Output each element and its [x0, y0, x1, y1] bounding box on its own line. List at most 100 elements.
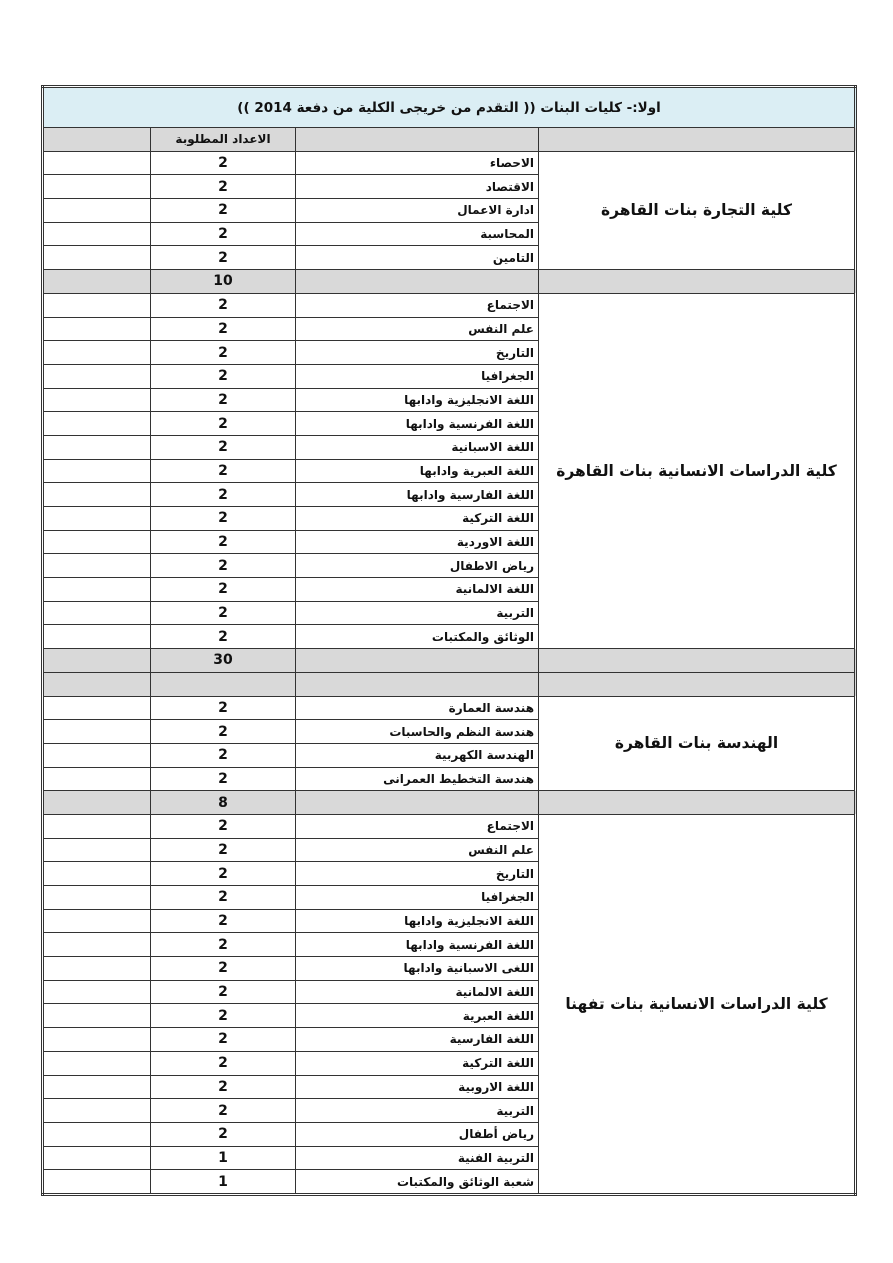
- required-count: 2: [150, 316, 297, 342]
- total-college-cell: [538, 790, 857, 815]
- table-row: هندسة التخطيط العمرانى 2: [41, 766, 856, 792]
- required-count: 2: [150, 600, 297, 626]
- total-college-cell: [538, 671, 857, 697]
- required-count: 2: [150, 434, 297, 460]
- department-name: شعبة الوثائق والمكتبات: [295, 1169, 540, 1195]
- required-count: 2: [150, 577, 297, 602]
- blank-cell: [41, 434, 152, 460]
- department-name: التربية: [295, 1098, 540, 1123]
- required-count: 2: [150, 742, 297, 768]
- required-count: 2: [150, 861, 297, 886]
- table-row: اللغة العبرية وادابها 2: [41, 458, 856, 484]
- table-row: الاقتصاد 2: [41, 174, 856, 200]
- department-name: هندسة العمارة: [295, 695, 540, 721]
- table-row: علم النفس 2: [41, 316, 856, 342]
- required-count: 2: [150, 150, 297, 176]
- column-header-row: الاعداد المطلوبة: [41, 127, 857, 152]
- blank-cell: [41, 1050, 152, 1076]
- department-name: الاحصاء: [295, 150, 540, 176]
- total-dept-cell: [295, 648, 540, 673]
- table-row: اللغة التركية 2: [41, 1050, 856, 1076]
- table-row: اللغة الاسبانية 2: [41, 434, 856, 460]
- department-name: اللغة الانجليزية وادابها: [295, 908, 540, 934]
- blank-cell: [41, 577, 152, 602]
- department-name: المحاسبة: [295, 221, 540, 247]
- table-row: الجغرافيا 2: [41, 363, 856, 389]
- department-name: الجغرافيا: [295, 363, 540, 389]
- department-name: علم النفس: [295, 837, 540, 863]
- department-name: اللغة الالمانية: [295, 577, 540, 602]
- required-count: 2: [150, 198, 297, 223]
- blank-header: [41, 127, 152, 152]
- blank-cell: [41, 150, 152, 176]
- blank-cell: [41, 813, 152, 839]
- department-name: هندسة التخطيط العمرانى: [295, 766, 540, 792]
- table-row: التربية الفنية 1: [41, 1145, 856, 1171]
- department-name: اللغة الالمانية: [295, 979, 540, 1005]
- required-count: 2: [150, 458, 297, 484]
- table-row: رياض أطفال 2: [41, 1121, 856, 1147]
- department-name: اللغة العبرية وادابها: [295, 458, 540, 484]
- required-count: 2: [150, 1050, 297, 1076]
- blank-cell: [41, 932, 152, 958]
- required-count: 2: [150, 245, 297, 271]
- total-count: 8: [150, 790, 297, 815]
- blank-cell: [41, 198, 152, 223]
- department-name: اللغى الاسبانية وادابها: [295, 956, 540, 981]
- blank-cell: [41, 837, 152, 863]
- blank-cell: [41, 600, 152, 626]
- department-name: التاريخ: [295, 340, 540, 365]
- total-blank-cell: [41, 269, 152, 294]
- department-name: التامين: [295, 245, 540, 271]
- table-row: التربية 2: [41, 1098, 856, 1123]
- required-count: 2: [150, 932, 297, 958]
- blank-cell: [41, 482, 152, 507]
- blank-cell: [41, 1003, 152, 1029]
- required-count: 2: [150, 719, 297, 744]
- count-header: الاعداد المطلوبة: [150, 127, 297, 152]
- table-row: كلية التجارة بنات القاهرة الاحصاء 2: [41, 150, 857, 271]
- required-count: 2: [150, 1098, 297, 1123]
- department-name: التربية الفنية: [295, 1145, 540, 1171]
- required-count: 2: [150, 174, 297, 200]
- required-count: 2: [150, 553, 297, 579]
- section-total-row: 10: [41, 269, 857, 294]
- college-header: [538, 127, 857, 152]
- table-row: التاريخ 2: [41, 340, 856, 365]
- required-count: 1: [150, 1169, 297, 1195]
- table-row: علم النفس 2: [41, 837, 856, 863]
- department-name: التاريخ: [295, 861, 540, 886]
- department-name: اللغة الفارسية: [295, 1027, 540, 1052]
- table-row: الهندسة الكهربية 2: [41, 742, 856, 768]
- blank-cell: [41, 245, 152, 271]
- table-row: التامين 2: [41, 245, 856, 271]
- college-name: كلية التجارة بنات القاهرة: [538, 150, 857, 271]
- college-name: كلية الدراسات الانسانية بنات القاهرة: [538, 292, 857, 650]
- blank-cell: [41, 553, 152, 579]
- required-count: 2: [150, 506, 297, 531]
- required-count: 2: [150, 1003, 297, 1029]
- table-row: التاريخ 2: [41, 861, 856, 886]
- blank-cell: [41, 1098, 152, 1123]
- total-blank-cell: [41, 648, 152, 673]
- section-total-row: 30: [41, 648, 857, 673]
- department-name: الاجتماع: [295, 292, 540, 318]
- department-name: اللغة الفرنسية وادابها: [295, 411, 540, 436]
- department-name: اللغة الفرنسية وادابها: [295, 932, 540, 958]
- blank-cell: [41, 363, 152, 389]
- required-count: 1: [150, 1145, 297, 1171]
- college-name: كلية الدراسات الانسانية بنات تفهنا: [538, 813, 857, 1195]
- blank-cell: [41, 979, 152, 1005]
- department-name: اللغة العبرية: [295, 1003, 540, 1029]
- table-row: الوثائق والمكتبات 2: [41, 624, 856, 650]
- required-count: 2: [150, 411, 297, 436]
- required-count: 2: [150, 885, 297, 910]
- required-count: 2: [150, 363, 297, 389]
- table-row: هندسة النظم والحاسبات 2: [41, 719, 856, 744]
- required-count: 2: [150, 908, 297, 934]
- blank-cell: [41, 1145, 152, 1171]
- blank-cell: [41, 340, 152, 365]
- faculties-table: اولا:- كليات البنات (( التقدم من خريجى ا…: [41, 85, 858, 1196]
- required-count: 2: [150, 482, 297, 507]
- blank-cell: [41, 529, 152, 555]
